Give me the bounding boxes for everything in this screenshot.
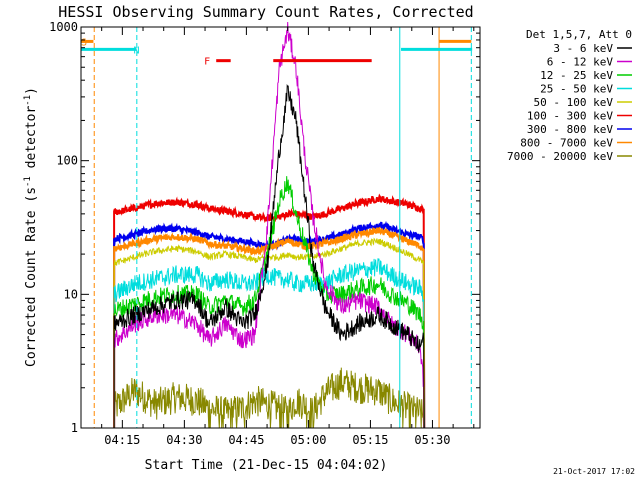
- axes-group: 1 10 100 1000 04:15 04:30 04:45 05:00 05:15 05:30: [49, 20, 480, 447]
- plot-frame: [80, 26, 481, 429]
- x-tick-label: 05:15: [352, 433, 388, 447]
- series-line: [113, 83, 425, 429]
- status-bar-label: F: [204, 57, 210, 68]
- x-tick-label: 04:45: [228, 433, 264, 447]
- y-axis-label: Corrected Count Rate (s-1 detector-1): [23, 87, 39, 367]
- legend-entry-label: 7000 - 20000 keV: [507, 150, 613, 163]
- legend-entry-label: 6 - 12 keV: [547, 56, 614, 69]
- chart-title: HESSI Observing Summary Count Rates, Cor…: [58, 3, 473, 21]
- legend-entry-label: 800 - 7000 keV: [520, 137, 613, 150]
- x-tick-label: 05:30: [414, 433, 450, 447]
- x-tick-label: 04:15: [104, 433, 140, 447]
- legend-entry-label: 300 - 800 keV: [527, 123, 613, 136]
- x-tick-label: 05:00: [290, 433, 326, 447]
- legend-header: Det 1,5,7, Att 0: [526, 28, 632, 41]
- legend-entry-label: 25 - 50 keV: [540, 83, 613, 96]
- y-tick-label: 1: [71, 421, 78, 435]
- y-tick-label: 100: [56, 154, 78, 168]
- legend-entry-label: 50 - 100 keV: [534, 96, 614, 109]
- x-tick-label: 04:30: [166, 433, 202, 447]
- series-line: [113, 258, 425, 429]
- y-tick-label: 10: [64, 287, 78, 301]
- status-bar-label: N: [133, 45, 139, 56]
- footer-timestamp: 21-Oct-2017 17:02: [553, 467, 635, 476]
- legend-entry-label: 100 - 300 keV: [527, 110, 613, 123]
- plot-series-group: [113, 21, 426, 429]
- legend-entry-label: 12 - 25 keV: [540, 69, 613, 82]
- plot-overlay-group: S N F: [81, 27, 473, 428]
- series-line: [113, 367, 425, 429]
- series-line: [113, 193, 426, 429]
- y-tick-label: 1000: [49, 20, 78, 34]
- legend-entry-label: 3 - 6 keV: [553, 42, 613, 55]
- series-line: [113, 21, 425, 429]
- x-axis-label: Start Time (21-Dec-15 04:04:02): [145, 458, 388, 473]
- status-bar-label: S: [81, 37, 87, 48]
